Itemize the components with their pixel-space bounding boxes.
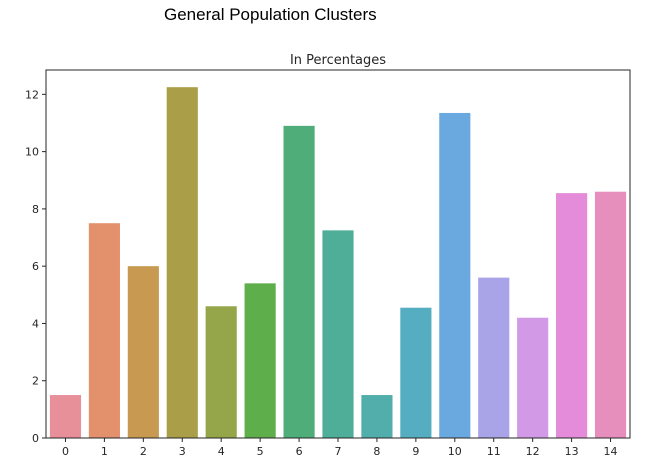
bar-1 [88,223,120,438]
y-tick-label: 12 [25,88,39,101]
x-tick-label: 14 [604,445,618,458]
bar-8 [361,395,393,438]
x-tick-label: 10 [448,445,462,458]
x-axis: 0 1 2 3 4 5 6 7 8 9 10 11 12 13 14 [62,438,618,458]
x-tick-label: 13 [565,445,579,458]
bar-10 [439,112,471,438]
bar-14 [594,191,627,438]
bar-4 [205,306,237,438]
x-tick-label: 5 [257,445,264,458]
y-tick-label: 10 [25,146,39,159]
bar-12 [517,317,549,438]
bars-group [49,87,627,439]
y-axis: 0 2 4 6 8 10 12 [25,88,46,445]
page-heading: General Population Clusters [164,5,377,24]
x-tick-label: 7 [335,445,342,458]
y-tick-label: 0 [32,432,39,445]
x-tick-label: 3 [179,445,186,458]
y-tick-label: 6 [32,260,39,273]
x-tick-label: 11 [487,445,501,458]
x-tick-label: 1 [101,445,108,458]
x-tick-label: 0 [62,445,69,458]
bar-5 [244,283,276,438]
chart-title: In Percentages [290,53,386,68]
y-tick-label: 8 [32,203,39,216]
x-tick-label: 4 [218,445,225,458]
bar-13 [556,193,588,438]
bar-6 [283,125,315,438]
y-tick-label: 2 [32,375,39,388]
bar-7 [322,230,354,438]
bar-9 [400,307,432,438]
y-tick-label: 4 [32,317,39,330]
x-tick-label: 2 [140,445,147,458]
x-tick-label: 12 [526,445,540,458]
bar-2 [127,266,159,438]
bar-11 [478,277,510,438]
x-tick-label: 6 [296,445,303,458]
x-tick-label: 8 [373,445,380,458]
bar-3 [166,87,198,439]
bar-0 [49,395,82,438]
plot-frame [45,69,631,439]
x-tick-label: 9 [412,445,419,458]
